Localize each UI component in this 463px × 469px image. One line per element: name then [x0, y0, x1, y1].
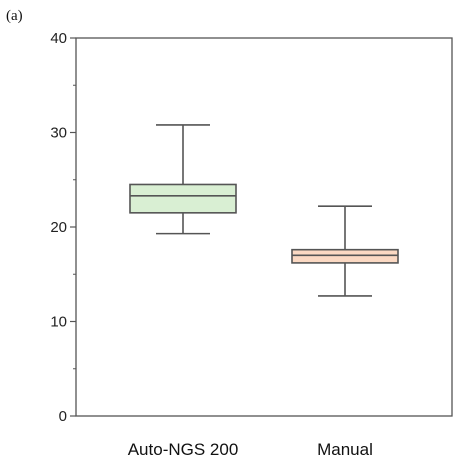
plot-frame [75, 37, 453, 417]
box-manual [291, 205, 399, 297]
box-auto-ngs-200 [129, 124, 237, 235]
category-labels-group: Auto-NGS 200 Manual [128, 440, 373, 459]
box-iqr [291, 248, 399, 264]
category-label: Auto-NGS 200 [128, 440, 239, 459]
box-iqr [129, 183, 237, 214]
y-tick-label: 40 [50, 30, 67, 47]
boxes-group [129, 124, 399, 297]
y-tick-label: 20 [50, 219, 67, 236]
y-tick-label: 10 [50, 314, 67, 331]
axes-group: 0 10 20 30 40 [50, 30, 453, 425]
panel-label: (a) [6, 8, 23, 24]
category-label: Manual [317, 440, 373, 459]
y-tick-label: 0 [59, 408, 67, 425]
y-tick-label: 30 [50, 125, 67, 142]
